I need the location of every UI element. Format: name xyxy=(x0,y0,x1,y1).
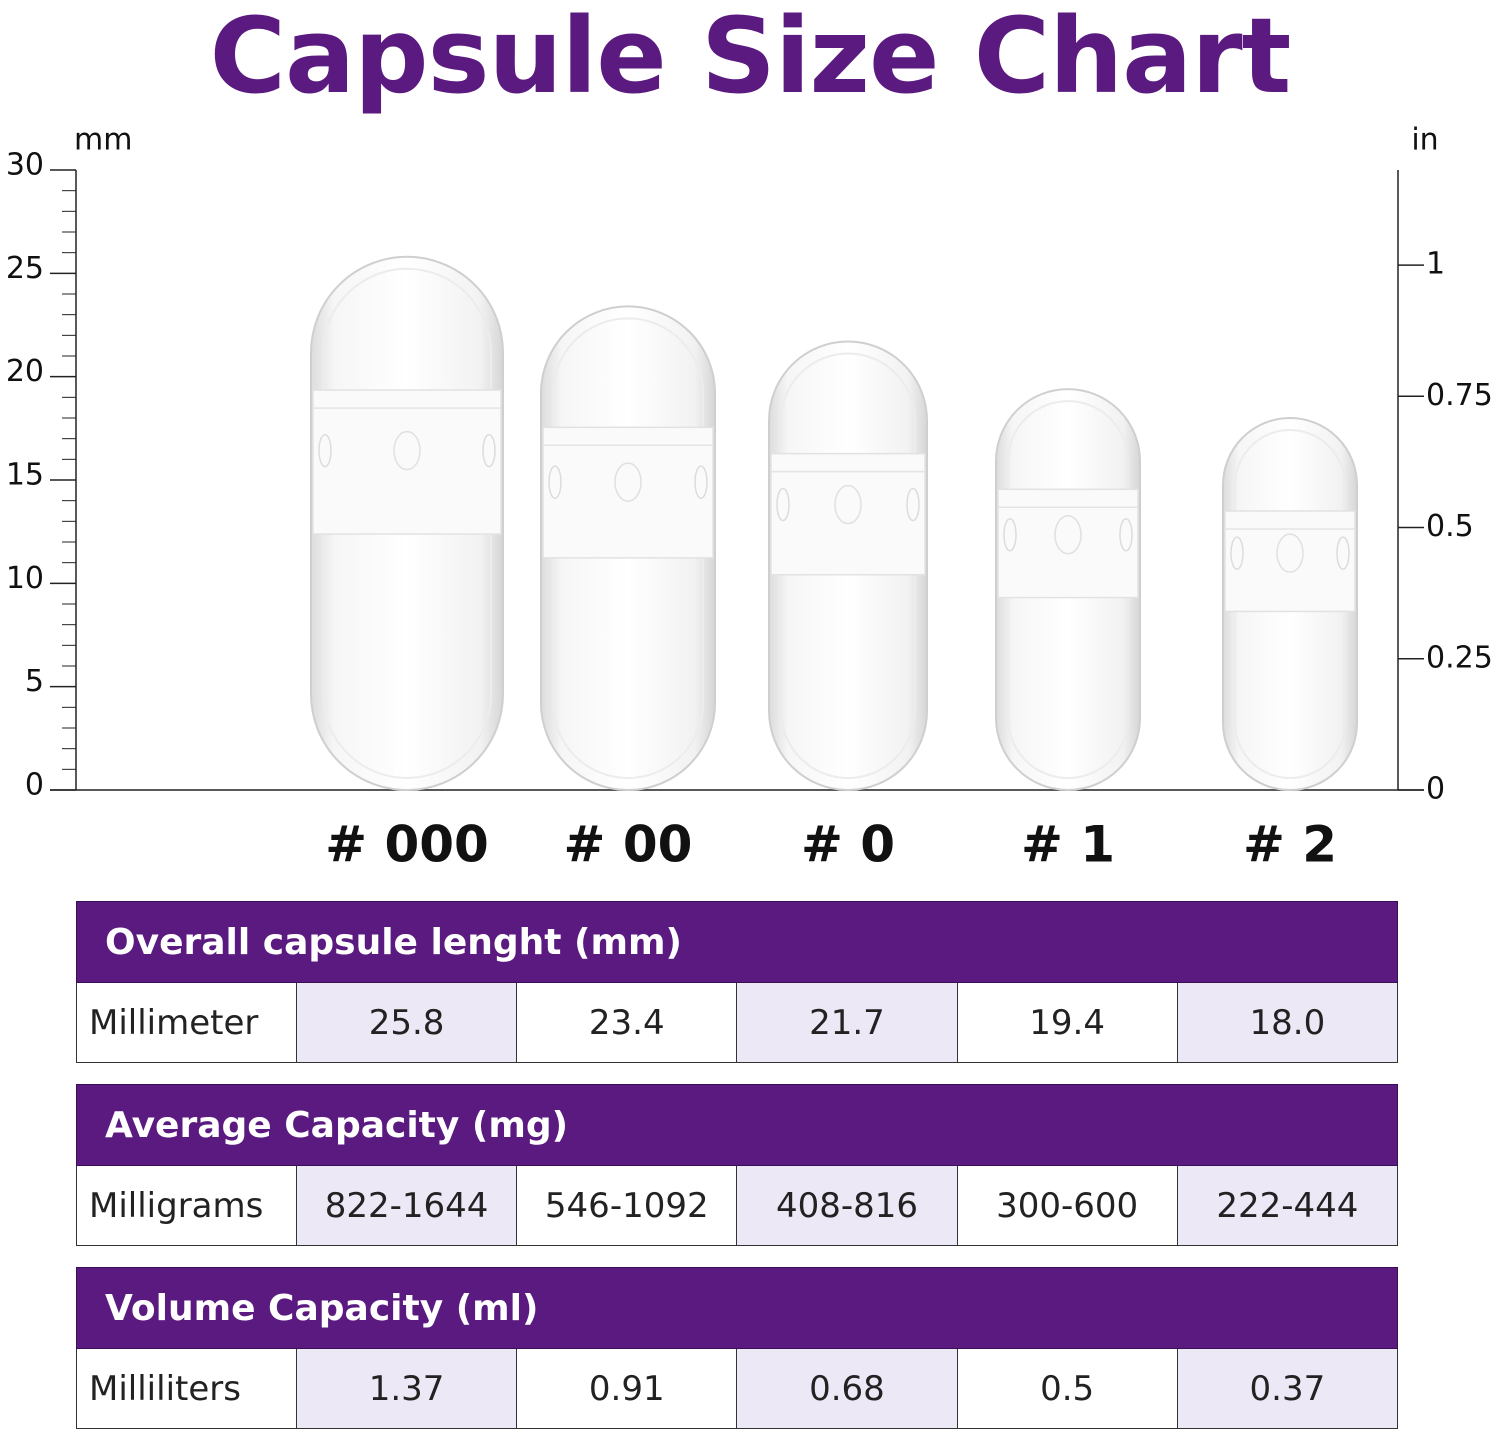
left-tick-label-0: 0 xyxy=(25,768,44,803)
right-tick-label-0-5: 0.5 xyxy=(1426,509,1474,544)
capacity-mg-table-header: Average Capacity (mg) xyxy=(76,1084,1398,1166)
length-table-header: Overall capsule lenght (mm) xyxy=(76,901,1398,983)
right-axis-unit-label: in xyxy=(1411,123,1438,158)
capsule-dimple xyxy=(834,484,862,525)
volume-ml-table-header: Volume Capacity (ml) xyxy=(76,1267,1398,1349)
category-label-5: # 2 xyxy=(1243,816,1337,874)
capsule-dimple-left xyxy=(776,487,790,522)
volume-ml-table: Volume Capacity (ml) Milliliters 1.37 0.… xyxy=(76,1267,1399,1429)
volume-ml-cell-000: 1.37 xyxy=(295,1348,518,1429)
row-label-milliliters: Milliliters xyxy=(76,1348,297,1429)
capsule-dimple xyxy=(614,462,642,502)
right-tick-label-0: 0 xyxy=(1426,772,1445,807)
capacity-mg-cell-0: 408-816 xyxy=(736,1165,958,1246)
table-row: Milligrams 822-1644 546-1092 408-816 300… xyxy=(76,1165,1399,1246)
right-tick-label-0-25: 0.25 xyxy=(1426,640,1493,675)
left-axis-unit-label: mm xyxy=(74,123,132,158)
capsule-cap-band xyxy=(1224,510,1356,613)
table-row: Millimeter 25.8 23.4 21.7 19.4 18.0 xyxy=(76,982,1399,1063)
category-label-2: # 00 xyxy=(564,816,693,874)
capacity-mg-cell-000: 822-1644 xyxy=(295,1165,518,1246)
length-cell-2: 18.0 xyxy=(1176,982,1399,1063)
capsule-dimple-right xyxy=(1336,536,1350,570)
capsule-dimple-left xyxy=(548,465,562,499)
length-cell-000: 25.8 xyxy=(295,982,518,1063)
capsule-5 xyxy=(1222,417,1358,791)
table-row: Milliliters 1.37 0.91 0.68 0.5 0.37 xyxy=(76,1348,1399,1429)
capsule-dimple-left xyxy=(318,433,332,468)
volume-ml-cell-2: 0.37 xyxy=(1176,1348,1399,1429)
volume-ml-cell-00: 0.91 xyxy=(516,1348,738,1429)
row-label-milligrams: Milligrams xyxy=(76,1165,297,1246)
category-label-4: # 1 xyxy=(1021,816,1115,874)
left-tick-label-10: 10 xyxy=(6,561,44,596)
left-tick-label-25: 25 xyxy=(6,251,44,286)
category-label-1: # 000 xyxy=(325,816,489,874)
capsule-dimple-right xyxy=(482,433,496,468)
capsule-cap-band xyxy=(997,488,1139,599)
capsule-dimple xyxy=(1276,533,1304,573)
capsule-4 xyxy=(995,388,1141,791)
capacity-mg-cell-2: 222-444 xyxy=(1176,1165,1399,1246)
length-cell-0: 21.7 xyxy=(736,982,958,1063)
capsule-dimple xyxy=(1054,515,1082,555)
capsule-2 xyxy=(540,305,716,791)
capsule-dimple xyxy=(393,430,421,471)
left-tick-label-20: 20 xyxy=(6,354,44,389)
length-table: Overall capsule lenght (mm) Millimeter 2… xyxy=(76,901,1399,1063)
capsule-size-chart: 0 5 10 15 20 25 30 mm 0 0.25 0.5 0.75 1 in # 000 # 00 #… xyxy=(6,123,1493,874)
capsule-dimple-left xyxy=(1003,518,1017,552)
length-cell-00: 23.4 xyxy=(516,982,738,1063)
capsule-3 xyxy=(768,340,928,791)
row-label-millimeter: Millimeter xyxy=(76,982,297,1063)
left-tick-label-15: 15 xyxy=(6,458,44,493)
left-tick-label-30: 30 xyxy=(6,148,44,183)
capsule-cap-band xyxy=(770,452,926,576)
right-tick-label-1: 1 xyxy=(1426,247,1445,282)
capacity-mg-cell-1: 300-600 xyxy=(956,1165,1178,1246)
page-title: Capsule Size Chart xyxy=(209,0,1292,117)
volume-ml-cell-1: 0.5 xyxy=(956,1348,1178,1429)
capacity-mg-table: Average Capacity (mg) Milligrams 822-164… xyxy=(76,1084,1399,1246)
right-tick-label-0-75: 0.75 xyxy=(1426,378,1493,413)
capsule-cap-band xyxy=(312,389,502,535)
capsule-dimple-left xyxy=(1230,536,1244,570)
capsule-cap-band xyxy=(542,426,714,559)
capsule-dimple-right xyxy=(694,465,708,499)
capsule-1 xyxy=(310,255,504,791)
capsule-dimple-right xyxy=(906,487,920,522)
category-label-3: # 0 xyxy=(801,816,895,874)
length-cell-1: 19.4 xyxy=(956,982,1178,1063)
capacity-mg-cell-00: 546-1092 xyxy=(516,1165,738,1246)
left-tick-label-5: 5 xyxy=(25,664,44,699)
capsule-dimple-right xyxy=(1119,518,1133,552)
volume-ml-cell-0: 0.68 xyxy=(736,1348,958,1429)
